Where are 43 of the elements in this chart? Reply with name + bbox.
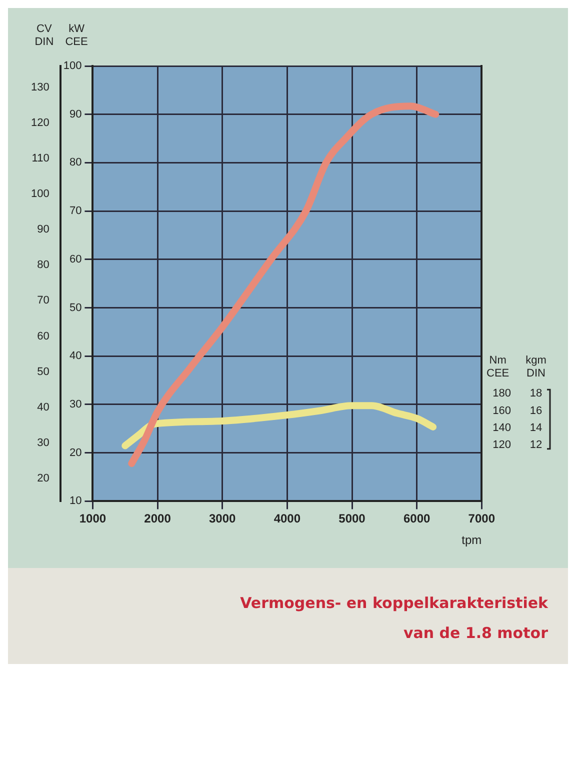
y-tick-label: 20 <box>69 446 82 459</box>
x-tick-label: 1000 <box>79 512 106 526</box>
text: 18 <box>530 388 542 400</box>
x-tick-label: 3000 <box>209 512 236 526</box>
y2-tick-label: 50 <box>37 366 50 378</box>
x-tick-label: 6000 <box>403 512 430 526</box>
text: 14 <box>530 422 542 434</box>
y2-tick-label: 70 <box>37 294 50 307</box>
x-tick-label: 7000 <box>468 512 496 526</box>
text: Vermogens- en koppelkarakteristiek van de 1.8 motor <box>239 593 549 644</box>
y3-tick-label: 120 <box>492 438 512 451</box>
x-tick-label: 2000 <box>144 512 172 526</box>
x-axis-title: tpm <box>462 533 482 548</box>
y-tick-label: 100 <box>63 60 82 72</box>
y-tick-label: 90 <box>69 108 82 120</box>
x-tick-label: 5000 <box>338 512 366 526</box>
x-tick-label: 4000 <box>274 512 301 526</box>
y-tick-label: 50 <box>69 302 82 314</box>
y3-tick-label: 160 <box>492 404 512 417</box>
y2-tick-label: 100 <box>30 188 50 200</box>
y2-tick-label: 90 <box>37 224 50 236</box>
y-tick-label: 30 <box>69 398 82 411</box>
y3-tick-label: 140 <box>492 422 512 434</box>
text: kgm DIN <box>526 354 546 380</box>
y2-axis-title: CV DIN <box>34 23 54 48</box>
y-tick-label: 60 <box>69 253 82 266</box>
y2-tick-label: 120 <box>30 116 50 129</box>
y2-tick-label: 60 <box>37 330 50 342</box>
y2-tick-label: 130 <box>30 81 50 94</box>
y-tick-label: 10 <box>69 495 82 508</box>
y2-tick-label: 30 <box>37 436 50 449</box>
text: 16 <box>530 404 542 417</box>
y2-tick-label: 20 <box>37 472 50 484</box>
y-tick-label: 80 <box>69 156 82 169</box>
y2-tick-label: 110 <box>32 152 50 164</box>
y3-tick-label: 180 <box>492 388 512 400</box>
y-tick-label: 40 <box>69 350 82 362</box>
y-tick-label: 70 <box>69 205 82 218</box>
y2-tick-label: 40 <box>37 401 50 414</box>
y3-axis-title: Nm CEE <box>486 354 510 380</box>
text: 12 <box>530 438 542 451</box>
y2-tick-label: 80 <box>37 259 50 272</box>
y-axis-title: kW CEE <box>65 23 88 48</box>
